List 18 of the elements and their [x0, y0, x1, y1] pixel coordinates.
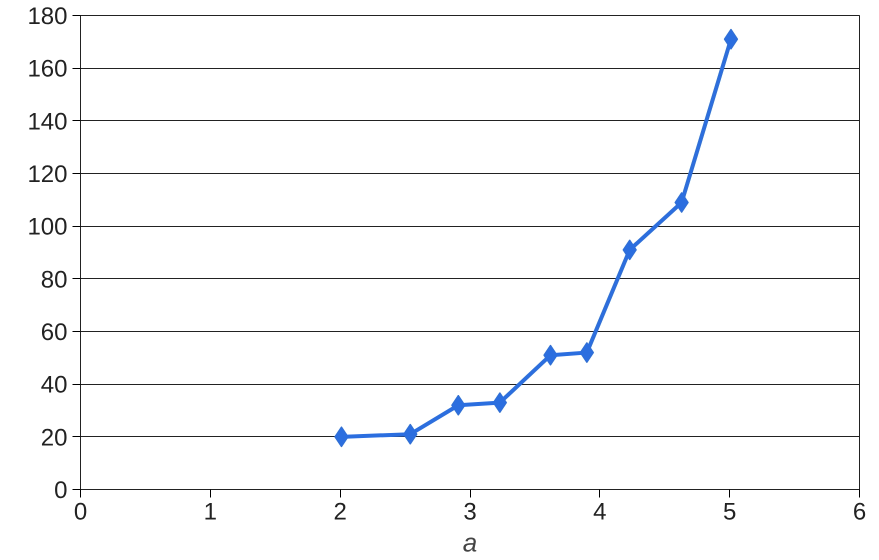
x-tick-label: 6	[852, 498, 866, 526]
y-tick-label: 0	[54, 477, 68, 504]
y-tick-label: 100	[27, 214, 68, 241]
x-tick-label: 0	[74, 498, 88, 526]
y-tick-label: 140	[27, 108, 68, 136]
y-tick-label: 60	[40, 319, 68, 346]
y-tick-label: 160	[27, 56, 68, 83]
y-tick-label: 40	[40, 372, 68, 399]
y-tick-label: 120	[27, 161, 68, 188]
y-tick-label: 80	[40, 266, 68, 294]
x-tick-label: 1	[204, 498, 218, 526]
y-tick-label: 20	[40, 424, 68, 452]
x-tick-label: 2	[333, 498, 347, 526]
x-axis-title: a	[462, 528, 478, 558]
y-tick-label: 180	[27, 3, 68, 30]
x-tick-label: 3	[463, 498, 477, 526]
x-tick-label: 5	[722, 498, 736, 526]
x-tick-label: 4	[593, 498, 607, 526]
